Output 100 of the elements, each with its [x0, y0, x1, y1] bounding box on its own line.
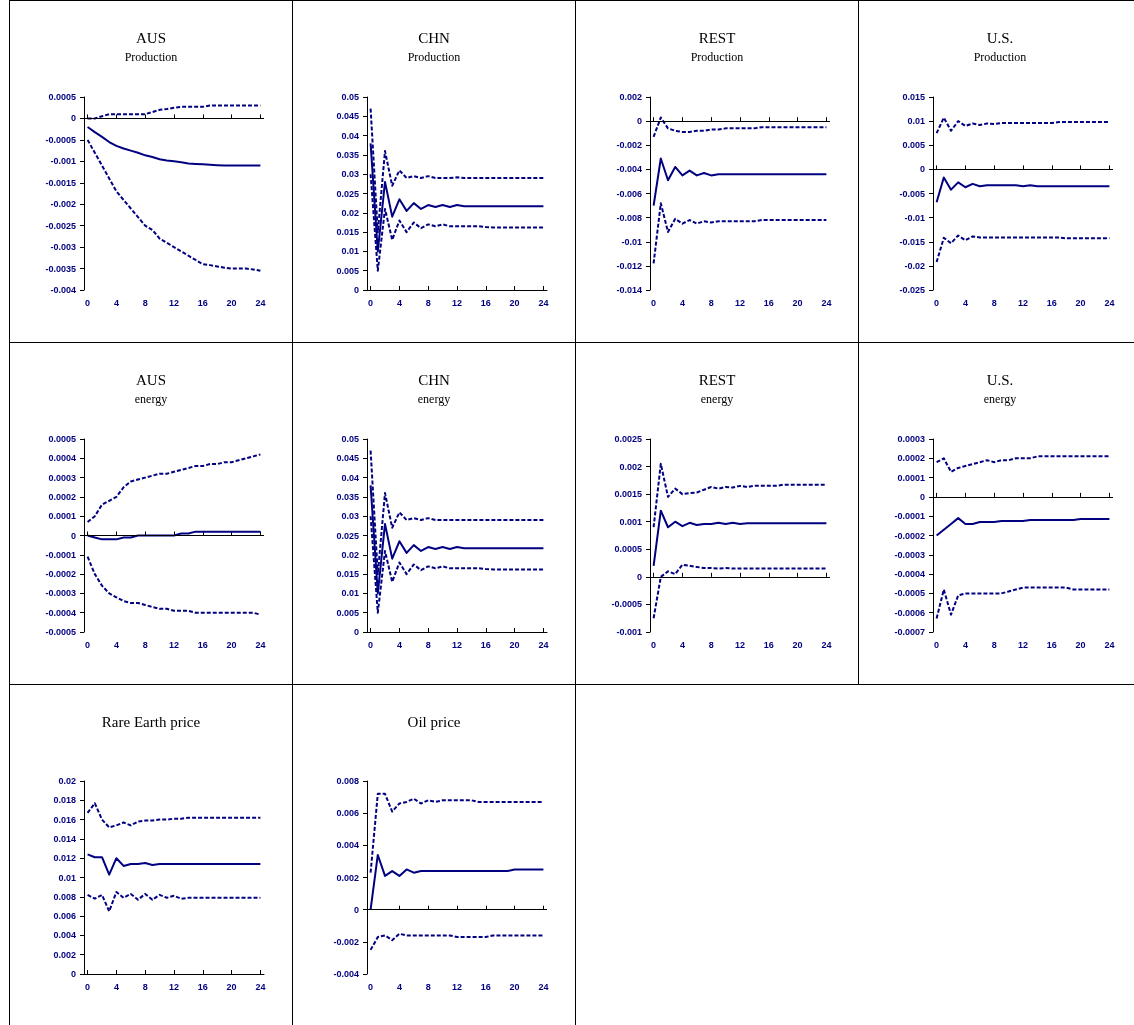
x-tick-label: 20	[226, 639, 237, 650]
y-tick-label: 0.0005	[48, 434, 76, 444]
x-tick-label: 4	[113, 639, 119, 650]
x-tick-label: 4	[962, 297, 968, 308]
x-tick-label: 16	[480, 297, 491, 308]
x-tick-label: 8	[425, 981, 431, 992]
y-tick-label: 0.004	[53, 930, 76, 941]
y-tick-label: 0.02	[341, 549, 359, 560]
y-tick-label: 0.0004	[48, 453, 76, 464]
x-tick-label: 20	[226, 981, 237, 992]
y-tick-label: 0.0015	[614, 489, 642, 500]
y-tick-label: 0.0005	[48, 92, 76, 102]
y-tick-label: 0.008	[336, 776, 359, 786]
y-tick-label: -0.0005	[611, 599, 642, 610]
y-tick-label: 0	[70, 969, 76, 979]
y-tick-label: 0.001	[619, 516, 642, 527]
x-tick-label: 4	[679, 297, 685, 308]
y-tick-label: 0.01	[341, 246, 359, 257]
chart-title: AUS	[135, 29, 167, 46]
x-tick-label: 4	[396, 639, 402, 650]
x-tick-label: 20	[509, 639, 520, 650]
y-tick-label: 0.03	[341, 169, 359, 180]
y-tick-label: -0.0003	[894, 549, 925, 560]
x-tick-label: 20	[509, 981, 520, 992]
y-tick-label: -0.001	[50, 156, 76, 167]
y-tick-label: -0.0002	[894, 530, 925, 541]
y-tick-label: 0.002	[53, 949, 76, 960]
x-tick-label: 8	[425, 639, 431, 650]
y-tick-label: 0.0025	[614, 434, 642, 444]
y-tick-label: 0.045	[336, 111, 359, 122]
y-tick-label: 0	[353, 285, 359, 295]
y-tick-label: -0.0006	[894, 607, 925, 618]
x-tick-label: 0	[651, 297, 657, 308]
chart-subtitle: Production	[973, 50, 1027, 64]
x-tick-label: 0	[85, 981, 91, 992]
y-tick-label: 0.01	[907, 116, 925, 127]
y-tick-label: 0.0001	[897, 472, 925, 483]
chart-title: CHN	[418, 371, 450, 388]
x-tick-label: 16	[763, 297, 774, 308]
y-tick-label: 0.018	[53, 795, 76, 806]
x-tick-label: 20	[226, 297, 237, 308]
y-tick-label: -0.01	[904, 212, 925, 223]
y-tick-label: -0.0002	[45, 569, 76, 580]
y-tick-label: 0.04	[341, 472, 359, 483]
y-tick-label: 0.002	[336, 872, 359, 883]
y-tick-label: 0.01	[341, 588, 359, 599]
x-tick-label: 16	[197, 639, 208, 650]
x-tick-label: 16	[480, 639, 491, 650]
x-tick-label: 8	[708, 297, 714, 308]
y-tick-label: 0.035	[336, 149, 359, 160]
x-tick-label: 0	[934, 639, 940, 650]
y-tick-label: -0.002	[616, 140, 642, 151]
x-tick-label: 24	[1104, 297, 1115, 308]
y-tick-label: 0.015	[336, 227, 359, 238]
y-tick-label: 0.014	[53, 833, 76, 844]
y-tick-label: 0.045	[336, 453, 359, 464]
x-tick-label: 20	[792, 297, 803, 308]
y-tick-label: 0.0001	[48, 511, 76, 522]
y-tick-label: -0.0004	[894, 569, 925, 580]
x-tick-label: 16	[763, 639, 774, 650]
x-tick-label: 24	[821, 297, 832, 308]
x-tick-label: 12	[168, 639, 180, 650]
x-tick-label: 0	[934, 297, 940, 308]
y-tick-label: 0.002	[619, 461, 642, 472]
y-tick-label: 0	[70, 113, 76, 124]
x-tick-label: 24	[538, 297, 549, 308]
chart-title: U.S.	[986, 371, 1014, 388]
y-tick-label: -0.0007	[894, 627, 925, 637]
y-tick-label: 0	[636, 116, 642, 127]
chart-subtitle: energy	[417, 392, 451, 406]
y-tick-label: -0.0035	[45, 263, 76, 274]
y-tick-label: 0.012	[53, 853, 76, 864]
x-tick-label: 0	[368, 297, 374, 308]
y-tick-label: 0	[919, 164, 925, 175]
x-tick-label: 20	[1075, 297, 1086, 308]
x-tick-label: 20	[1075, 639, 1086, 650]
y-tick-label: -0.014	[616, 285, 642, 295]
chart-title: Oil price	[407, 713, 461, 730]
x-tick-label: 24	[821, 639, 832, 650]
y-tick-label: 0.008	[53, 891, 76, 902]
x-tick-label: 24	[255, 639, 266, 650]
y-tick-label: 0.016	[53, 814, 76, 825]
x-tick-label: 4	[679, 639, 685, 650]
y-tick-label: -0.004	[50, 285, 76, 295]
y-tick-label: -0.0005	[45, 134, 76, 145]
x-tick-label: 24	[255, 297, 266, 308]
y-tick-label: 0.0003	[48, 472, 76, 483]
y-tick-label: -0.003	[50, 242, 76, 253]
y-tick-label: 0.015	[902, 92, 925, 102]
y-tick-label: 0.0002	[48, 491, 76, 502]
x-tick-label: 12	[451, 297, 463, 308]
y-tick-label: -0.008	[616, 212, 642, 223]
x-tick-label: 24	[538, 639, 549, 650]
y-tick-label: 0	[919, 491, 925, 502]
y-tick-label: 0.025	[336, 188, 359, 199]
chart-title: REST	[698, 29, 736, 46]
y-tick-label: -0.0025	[45, 220, 76, 231]
x-tick-label: 24	[1104, 639, 1115, 650]
y-tick-label: 0.006	[53, 911, 76, 922]
x-tick-label: 16	[480, 981, 491, 992]
